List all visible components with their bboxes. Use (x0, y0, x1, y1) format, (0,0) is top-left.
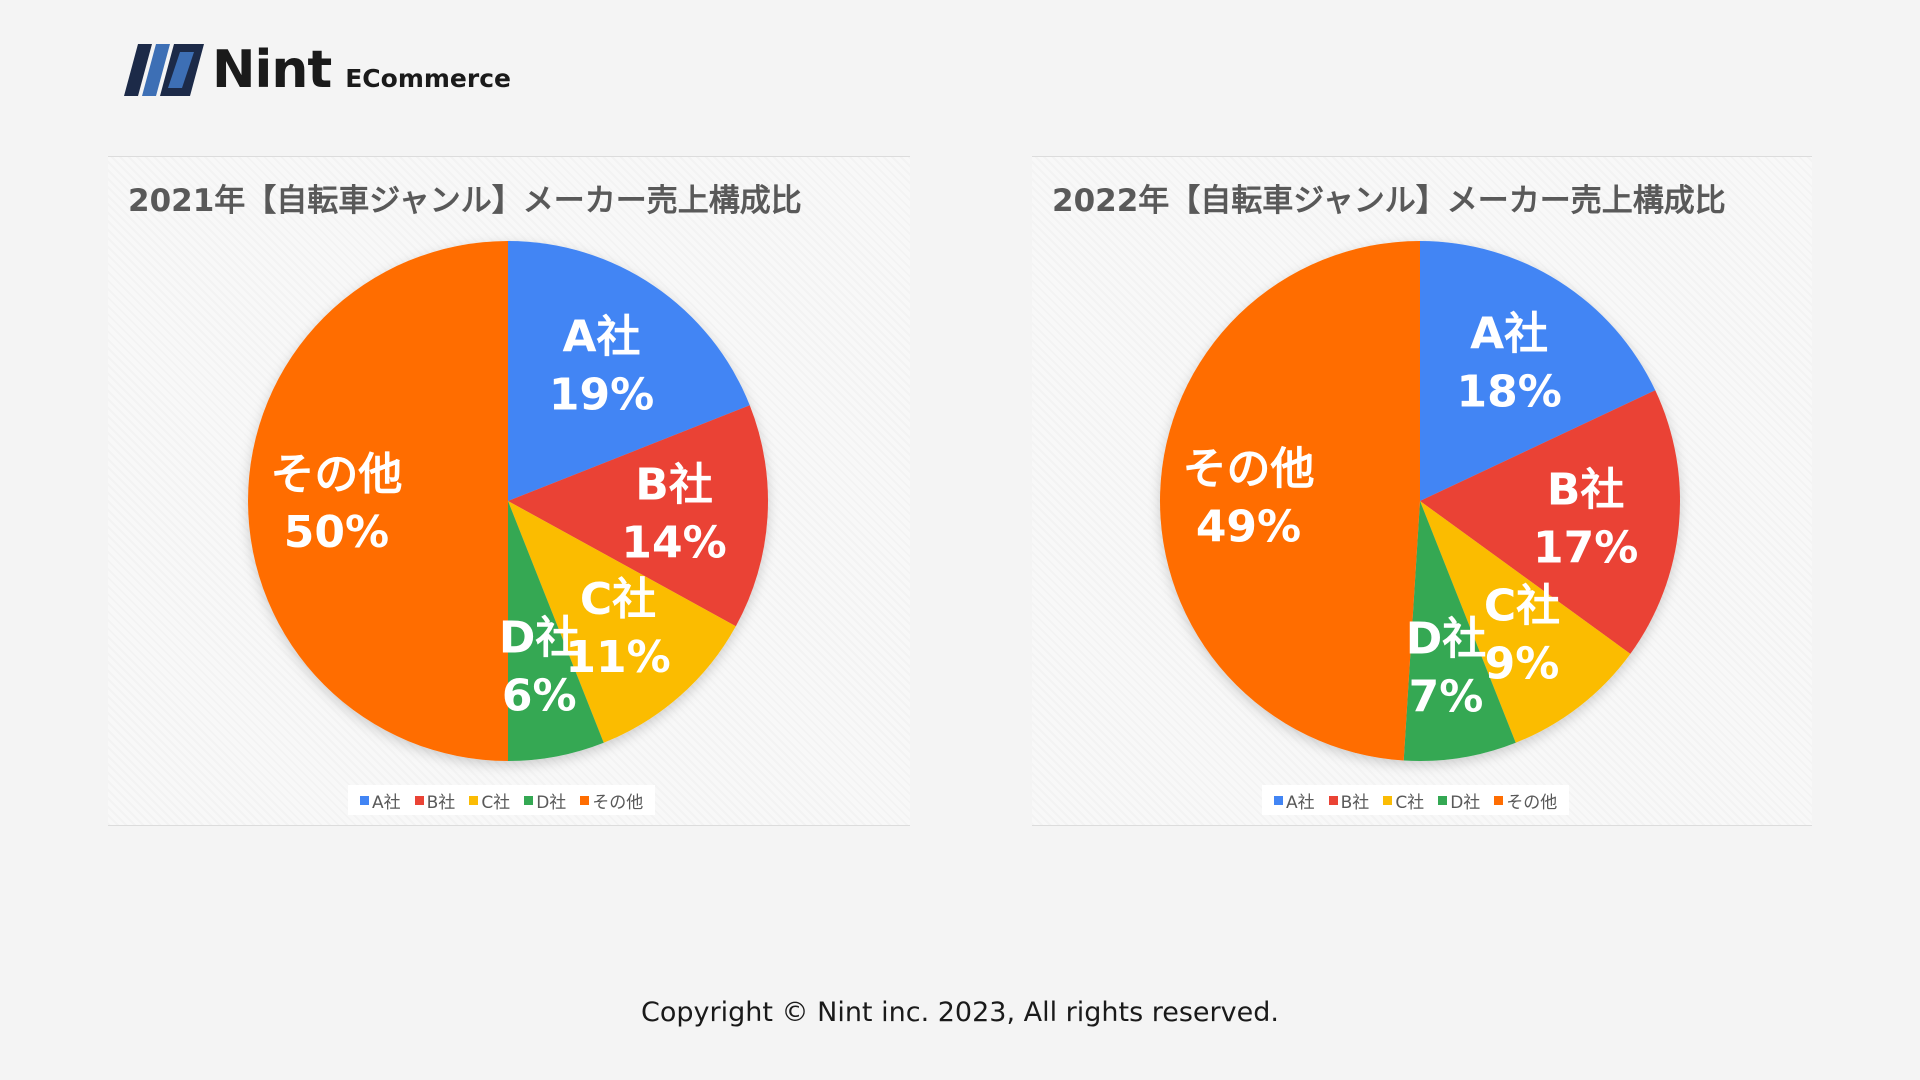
pie-category-label: その他 (1182, 444, 1314, 495)
legend-label: A社 (1286, 792, 1315, 813)
chart-title: 2022年【自転車ジャンル】メーカー売上構成比 (1052, 183, 1726, 219)
legend-swatch (524, 795, 534, 805)
legend-label: B社 (1340, 792, 1370, 813)
legend-item: C社 (1383, 788, 1424, 813)
legend-label: D社 (1450, 792, 1481, 813)
legend-item: B社 (1328, 788, 1370, 813)
pie-value-label: 18% (1456, 367, 1561, 418)
legend-swatch (360, 795, 369, 805)
legend-label: その他 (1506, 792, 1558, 813)
legend-label: B社 (426, 792, 456, 813)
brand-logo: Nint ECommerce (124, 40, 511, 100)
pie-category-label: A社 (1470, 309, 1548, 360)
pie-value-label: 9% (1485, 638, 1560, 689)
legend-label: D社 (536, 792, 567, 813)
pie-category-label: D社 (1406, 613, 1487, 664)
pie-slice-3 (508, 501, 736, 743)
legend-swatch (1328, 795, 1338, 805)
nint-logo-icon (124, 44, 204, 96)
legend-label: その他 (592, 792, 644, 813)
legend-swatch (580, 795, 590, 805)
pie-category-label: C社 (1484, 580, 1560, 631)
legend-item: その他 (1494, 788, 1557, 813)
pie-slice-2 (508, 405, 768, 627)
pie-chart-2021: A社 19% B社 14% C社 11%D社 6% その他 50% (248, 241, 768, 761)
legend-label: C社 (481, 792, 511, 813)
legend-item: D社 (524, 788, 566, 813)
legend-swatch (1494, 795, 1504, 805)
legend-swatch (1383, 795, 1393, 805)
legend-swatch (1438, 795, 1448, 805)
pie-value-label: 6% (502, 670, 577, 721)
pie-chart-2022: A社 18% B社 17% C社 9%D社 7% その他 49% (1160, 241, 1680, 761)
pie-value-label: 49% (1196, 502, 1301, 553)
legend-swatch (469, 795, 479, 805)
pie-category-label: A社 (562, 311, 640, 362)
pie-value-label: 50% (284, 507, 389, 558)
pie-slice-1 (508, 241, 750, 501)
pie-category-label: C社 (580, 574, 656, 625)
legend-swatch (1274, 795, 1283, 805)
legend: A社 B社 C社 D社 その他 (348, 785, 656, 815)
legend-item: A社 (360, 788, 401, 813)
legend-item: その他 (580, 788, 643, 813)
pie-category-label: その他 (270, 449, 402, 500)
legend-item: A社 (1274, 788, 1315, 813)
legend-item: B社 (414, 788, 456, 813)
pie-slice-5 (248, 241, 508, 761)
pie-slice-1 (1420, 241, 1656, 501)
legend: A社 B社 C社 D社 その他 (1262, 785, 1570, 815)
pie-value-label: 14% (621, 517, 726, 568)
pie-slice-5 (1160, 241, 1420, 761)
brand-name: Nint (212, 40, 332, 100)
chart-panel-2021: 2021年【自転車ジャンル】メーカー売上構成比 A社 19% B社 14% C社 11% D… (108, 156, 910, 826)
pie-category-label: B社 (1547, 465, 1625, 516)
chart-panel-2022: 2022年【自転車ジャンル】メーカー売上構成比 A社 18% B社 17% C社 9% D社… (1032, 156, 1812, 826)
pie-value-label: 7% (1409, 671, 1484, 722)
pie-slices (1160, 241, 1680, 761)
pie-value-label: 11% (565, 632, 670, 683)
pie-category-label: B社 (635, 459, 713, 510)
brand-sub: ECommerce (345, 63, 511, 93)
pie-value-label: 17% (1533, 523, 1638, 574)
pie-slice-2 (1420, 390, 1680, 654)
pie-slice-4 (508, 501, 604, 761)
legend-label: C社 (1395, 792, 1425, 813)
pie-slice-3 (1420, 501, 1631, 743)
pie-value-label: 19% (549, 369, 654, 420)
pie-slices (248, 241, 768, 761)
pie-slice-4 (1403, 501, 1516, 761)
copyright-footer: Copyright © Nint inc. 2023, All rights r… (641, 997, 1279, 1028)
chart-title: 2021年【自転車ジャンル】メーカー売上構成比 (128, 183, 802, 219)
legend-label: A社 (372, 792, 401, 813)
legend-swatch (414, 795, 424, 805)
legend-item: C社 (469, 788, 510, 813)
pie-category-label: D社 (499, 612, 580, 663)
legend-item: D社 (1438, 788, 1480, 813)
